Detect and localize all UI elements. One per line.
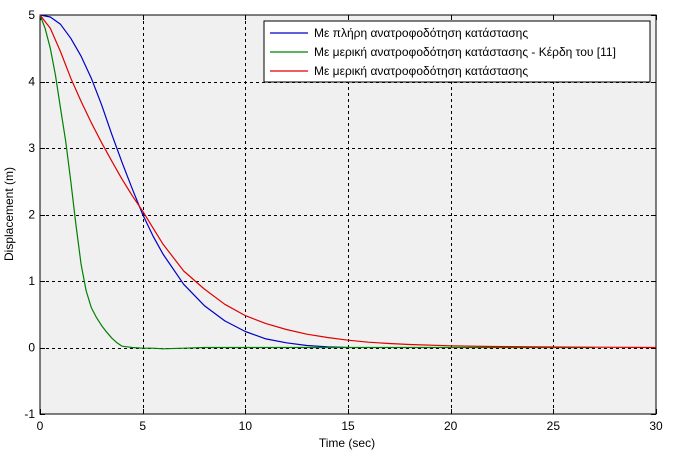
y-tick-label: 4 (28, 75, 35, 89)
x-axis-label: Time (sec) (319, 436, 375, 450)
x-tick-label: 5 (139, 419, 146, 433)
series-line-partial-feedback (39, 14, 657, 349)
series-lines (39, 14, 657, 350)
series-line-full-feedback (39, 14, 349, 349)
legend-label-partial-feedback-gains: Με μερική ανατροφοδότηση κατάστασης - Κέ… (314, 45, 616, 59)
y-tick-label: 0 (28, 341, 35, 355)
y-tick-label: 3 (28, 141, 35, 155)
y-tick-labels: -1 0 1 2 3 4 5 (24, 8, 35, 421)
x-tick-label: 15 (341, 419, 355, 433)
y-tick-label: 1 (28, 274, 35, 288)
y-tick-label: 2 (28, 208, 35, 222)
x-tick-label: 25 (547, 419, 561, 433)
x-tick-label: 10 (239, 419, 253, 433)
x-tick-label: 20 (444, 419, 458, 433)
x-tick-label: 30 (649, 419, 663, 433)
series-line-partial-feedback-gains (39, 14, 595, 350)
legend: Με πλήρη ανατροφοδότηση κατάστασης Με με… (263, 20, 651, 83)
x-tick-labels: 0 5 10 15 20 25 30 (37, 419, 663, 433)
x-tick-label: 0 (37, 419, 44, 433)
legend-label-partial-feedback: Με μερική ανατροφοδότηση κατάστασης (314, 64, 528, 78)
y-tick-label: -1 (24, 407, 35, 421)
legend-box (263, 20, 651, 83)
y-tick-label: 5 (28, 8, 35, 22)
legend-label-full-feedback: Με πλήρη ανατροφοδότηση κατάστασης (314, 26, 528, 40)
y-axis-label: Displacement (m) (2, 167, 16, 261)
